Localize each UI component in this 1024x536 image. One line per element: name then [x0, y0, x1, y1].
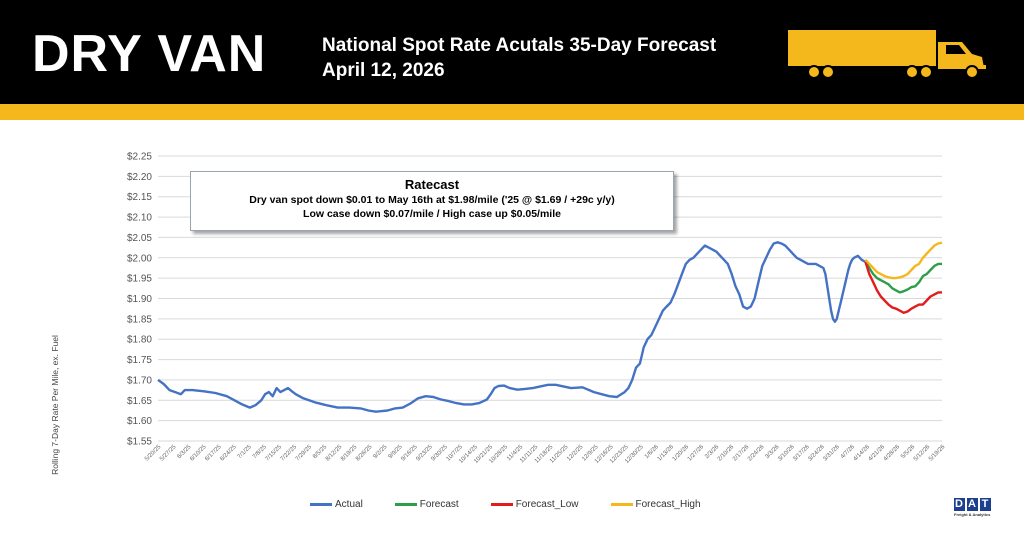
y-tick-label: $1.75 — [127, 355, 152, 366]
ratecast-title: Ratecast — [404, 177, 460, 192]
x-tick-label: 4/28/26 — [883, 444, 902, 463]
legend: Actual Forecast Forecast_Low Forecast_Hi… — [310, 497, 733, 511]
dat-logo-letter-d: D — [954, 498, 965, 511]
y-tick-label: $2.10 — [127, 213, 152, 224]
legend-swatch-forecast-high — [610, 502, 633, 506]
ratecast-callout: Ratecast Dry van spot down $0.01 to May … — [190, 171, 674, 231]
ratecast-line-2: Low case down $0.07/mile / High case up … — [303, 208, 561, 220]
legend-swatch-actual — [310, 502, 332, 506]
brand-title: DRY VAN — [32, 25, 267, 83]
series-line-forecast-low — [864, 261, 942, 315]
x-tick-label: 9/2/25 — [373, 444, 390, 461]
y-tick-label: $1.65 — [127, 396, 152, 407]
series-lines — [157, 241, 943, 413]
series-line-forecast — [864, 261, 942, 294]
y-tick-label: $1.60 — [127, 416, 152, 427]
dat-logo: D A T Freight & Analytics — [954, 498, 994, 517]
y-tick-label: $1.95 — [127, 274, 152, 285]
y-tick-labels: $2.25 $2.20 $2.15 $2.10 $2.05 $2.00 $1.95 $1.90… — [127, 152, 152, 448]
legend-item-actual: Actual — [310, 499, 363, 510]
y-tick-label: $2.20 — [127, 172, 152, 183]
y-tick-label: $1.55 — [127, 437, 152, 448]
y-tick-label: $2.15 — [127, 192, 152, 203]
legend-label-forecast-high: Forecast_High — [635, 498, 701, 510]
x-tick-label: 5/27/25 — [159, 444, 178, 463]
y-tick-label: $1.90 — [127, 294, 152, 305]
legend-item-forecast: Forecast — [394, 498, 459, 510]
y-tick-label: $2.00 — [127, 253, 152, 264]
legend-swatch-forecast — [394, 502, 417, 506]
x-tick-label: 1/27/26 — [687, 444, 706, 463]
series-line-forecast-high — [864, 241, 943, 280]
x-tick-label: 8/26/25 — [355, 444, 374, 463]
x-tick-label: 7/1/25 — [237, 444, 254, 461]
legend-item-forecast-low: Forecast_Low — [490, 498, 579, 510]
legend-label-actual: Actual — [335, 498, 363, 510]
dat-logo-tagline: Freight & Analytics — [954, 512, 991, 517]
x-tick-label: 7/29/25 — [295, 444, 314, 463]
truck-icon — [788, 30, 986, 79]
header: DRY VAN National Spot Rate Acutals 35-Da… — [0, 0, 1024, 104]
series-line-actual — [157, 241, 867, 413]
page-date: April 12, 2026 — [322, 60, 445, 81]
y-tick-label: $1.85 — [127, 314, 152, 325]
y-tick-label: $1.70 — [127, 375, 152, 386]
y-tick-label: $2.25 — [127, 152, 152, 163]
y-tick-label: $1.80 — [127, 335, 152, 346]
spot-rate-chart: $2.25 $2.20 $2.15 $2.10 $2.05 $2.00 $1.95 $1.90… — [50, 152, 947, 475]
legend-item-forecast-high: Forecast_High — [610, 498, 701, 510]
dat-logo-letters: D A T — [954, 498, 994, 511]
x-tick-label: 5/19/26 — [928, 444, 947, 463]
gridlines — [158, 155, 942, 442]
dat-logo-letter-a: A — [967, 498, 978, 511]
page-title: National Spot Rate Acutals 35-Day Foreca… — [322, 35, 717, 56]
legend-label-forecast-low: Forecast_Low — [515, 498, 579, 510]
ratecast-line-1: Dry van spot down $0.01 to May 16th at $… — [249, 194, 615, 206]
y-axis-label: Rolling 7-Day Rate Per Mile, ex. Fuel — [50, 335, 60, 475]
accent-bar — [0, 104, 1024, 120]
x-tick-label: 6/24/25 — [219, 444, 238, 463]
x-tick-label: 3/31/26 — [822, 444, 841, 463]
x-tick-labels: 5/20/255/27/25 6/3/256/10/256/17/256/24/2… — [144, 444, 947, 465]
dat-logo-letter-t: T — [980, 498, 991, 511]
y-tick-label: $2.05 — [127, 233, 152, 244]
legend-label-forecast: Forecast — [419, 498, 459, 510]
legend-swatch-forecast-low — [490, 502, 513, 506]
x-tick-label: 2/24/26 — [747, 444, 766, 463]
